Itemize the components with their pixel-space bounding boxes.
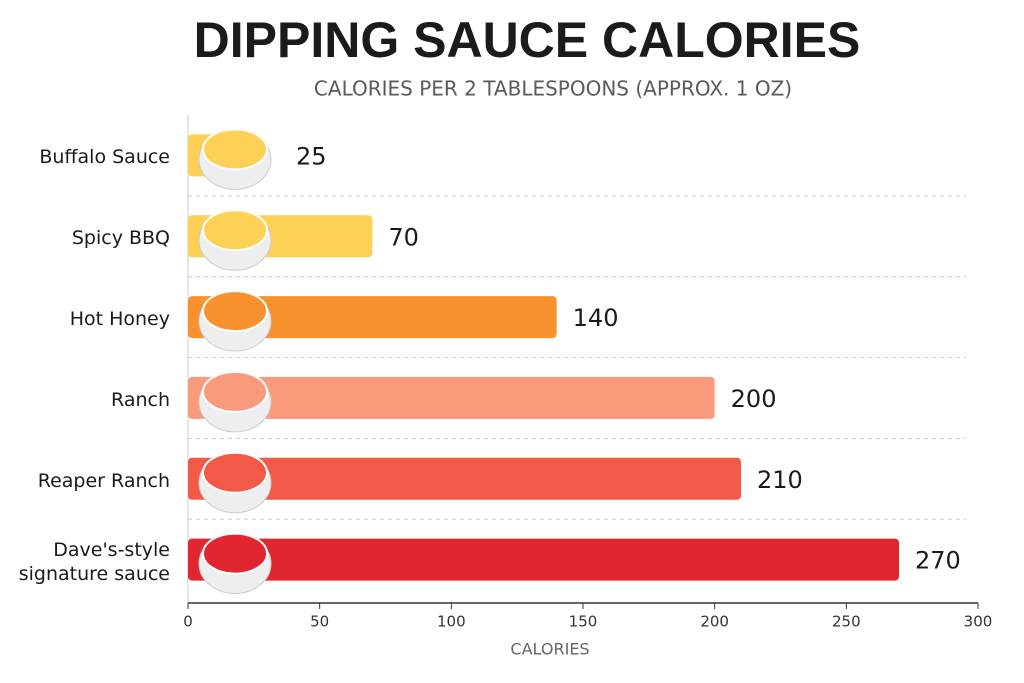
cup-sauce bbox=[202, 209, 268, 252]
cup-sauce bbox=[202, 532, 268, 575]
x-axis-label: CALORIES bbox=[510, 640, 589, 659]
category-label: Dave's-style signature sauce bbox=[18, 538, 170, 585]
value-label: 140 bbox=[573, 304, 619, 332]
x-tick-label: 250 bbox=[832, 613, 861, 631]
cup-sauce bbox=[202, 451, 268, 494]
chart-subtitle: CALORIES PER 2 TABLESPOONS (APPROX. 1 OZ… bbox=[314, 77, 792, 101]
value-label: 270 bbox=[915, 547, 961, 575]
value-label: 70 bbox=[388, 223, 419, 251]
value-label: 210 bbox=[757, 466, 803, 494]
x-tick-label: 150 bbox=[569, 613, 598, 631]
category-label: Hot Honey bbox=[69, 308, 170, 331]
bar bbox=[188, 538, 899, 581]
bar bbox=[188, 296, 557, 339]
category-label: Reaper Ranch bbox=[37, 469, 170, 492]
bar bbox=[188, 376, 715, 419]
bar bbox=[188, 457, 741, 500]
x-tick-label: 100 bbox=[437, 613, 466, 631]
value-label: 200 bbox=[731, 385, 777, 413]
x-tick-label: 200 bbox=[700, 613, 729, 631]
cup-sauce bbox=[202, 128, 268, 171]
cup-sauce bbox=[202, 370, 268, 413]
chart-title: DIPPING SAUCE CALORIES bbox=[194, 12, 861, 68]
x-tick-label: 300 bbox=[964, 613, 993, 631]
cup-sauce bbox=[202, 290, 268, 333]
category-label: Spicy BBQ bbox=[71, 227, 170, 250]
category-label: Ranch bbox=[111, 388, 170, 411]
category-label: Buffalo Sauce bbox=[39, 146, 170, 169]
value-label: 25 bbox=[296, 142, 327, 170]
x-tick-label: 50 bbox=[310, 613, 329, 631]
x-tick-label: 0 bbox=[183, 613, 193, 631]
